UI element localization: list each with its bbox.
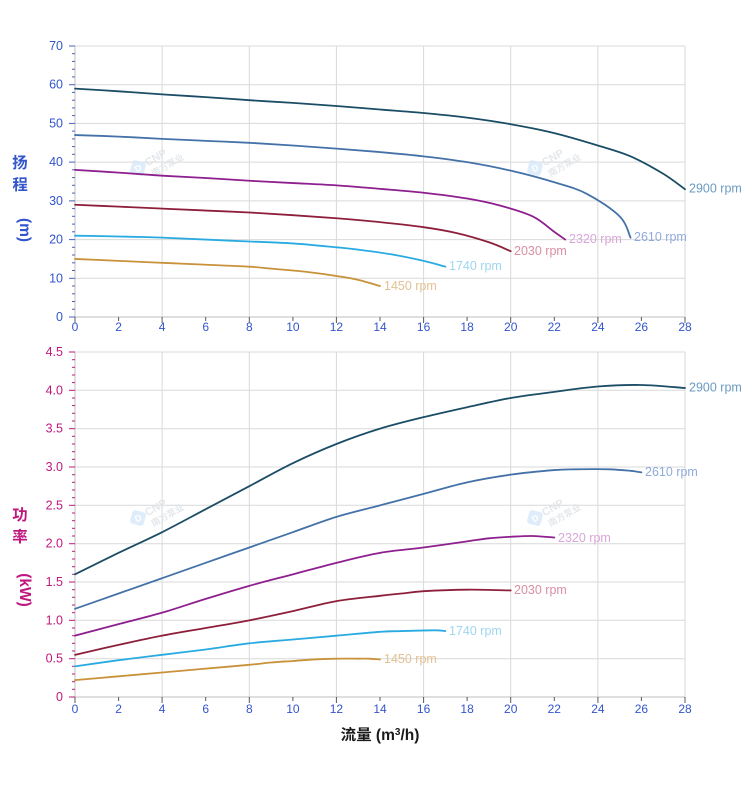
svg-text:18: 18: [460, 702, 474, 716]
svg-text:2900 rpm: 2900 rpm: [689, 381, 742, 395]
svg-text:4: 4: [159, 320, 166, 334]
svg-text:(kW): (kW): [16, 573, 33, 607]
svg-text:1.5: 1.5: [46, 575, 63, 589]
svg-text:10: 10: [286, 320, 300, 334]
svg-text:8: 8: [246, 702, 253, 716]
svg-text:2: 2: [115, 702, 122, 716]
svg-text:28: 28: [678, 320, 692, 334]
svg-text:功: 功: [12, 507, 28, 524]
svg-text:28: 28: [678, 702, 692, 716]
svg-text:70: 70: [49, 39, 63, 53]
svg-text:2610 rpm: 2610 rpm: [645, 465, 698, 479]
svg-text:率: 率: [12, 528, 28, 546]
svg-text:24: 24: [591, 320, 605, 334]
svg-text:1740 rpm: 1740 rpm: [449, 259, 502, 273]
svg-text:0.5: 0.5: [46, 652, 63, 666]
svg-text:10: 10: [286, 702, 300, 716]
svg-text:0: 0: [72, 320, 79, 334]
svg-text:20: 20: [504, 702, 518, 716]
svg-text:18: 18: [460, 320, 474, 334]
svg-text:2.5: 2.5: [46, 498, 63, 512]
svg-text:4.5: 4.5: [46, 345, 63, 359]
svg-text:1450 rpm: 1450 rpm: [384, 279, 437, 293]
svg-text:流量 (m3/h): 流量 (m3/h): [341, 726, 420, 744]
svg-text:0: 0: [72, 702, 79, 716]
svg-text:(m): (m): [16, 218, 33, 242]
svg-text:26: 26: [635, 702, 649, 716]
svg-text:12: 12: [330, 320, 344, 334]
svg-text:扬: 扬: [12, 155, 28, 172]
svg-text:2.0: 2.0: [46, 537, 63, 551]
svg-text:14: 14: [373, 702, 387, 716]
svg-text:26: 26: [635, 320, 649, 334]
svg-text:12: 12: [330, 702, 344, 716]
svg-text:1.0: 1.0: [46, 613, 63, 627]
svg-text:4: 4: [159, 702, 166, 716]
svg-text:2: 2: [115, 320, 122, 334]
svg-text:22: 22: [548, 320, 562, 334]
svg-text:20: 20: [504, 320, 518, 334]
svg-text:14: 14: [373, 320, 387, 334]
svg-text:0: 0: [56, 690, 63, 704]
svg-text:0: 0: [56, 310, 63, 324]
svg-text:2030 rpm: 2030 rpm: [514, 583, 567, 597]
svg-text:16: 16: [417, 702, 431, 716]
svg-text:22: 22: [548, 702, 562, 716]
svg-text:1450 rpm: 1450 rpm: [384, 652, 437, 666]
svg-text:30: 30: [49, 194, 63, 208]
svg-text:40: 40: [49, 155, 63, 169]
svg-text:2610 rpm: 2610 rpm: [634, 230, 687, 244]
svg-text:50: 50: [49, 116, 63, 130]
svg-text:4.0: 4.0: [46, 383, 63, 397]
svg-text:6: 6: [202, 702, 209, 716]
svg-text:16: 16: [417, 320, 431, 334]
svg-text:程: 程: [12, 177, 28, 194]
svg-text:10: 10: [49, 271, 63, 285]
svg-text:1740 rpm: 1740 rpm: [449, 624, 502, 638]
svg-text:2320 rpm: 2320 rpm: [569, 232, 622, 246]
svg-text:24: 24: [591, 702, 605, 716]
svg-text:2320 rpm: 2320 rpm: [558, 531, 611, 545]
svg-text:60: 60: [49, 78, 63, 92]
svg-text:20: 20: [49, 233, 63, 247]
svg-text:2030 rpm: 2030 rpm: [514, 244, 567, 258]
svg-text:3.0: 3.0: [46, 460, 63, 474]
svg-text:3.5: 3.5: [46, 422, 63, 436]
svg-text:8: 8: [246, 320, 253, 334]
svg-text:6: 6: [202, 320, 209, 334]
svg-text:2900 rpm: 2900 rpm: [689, 182, 742, 196]
